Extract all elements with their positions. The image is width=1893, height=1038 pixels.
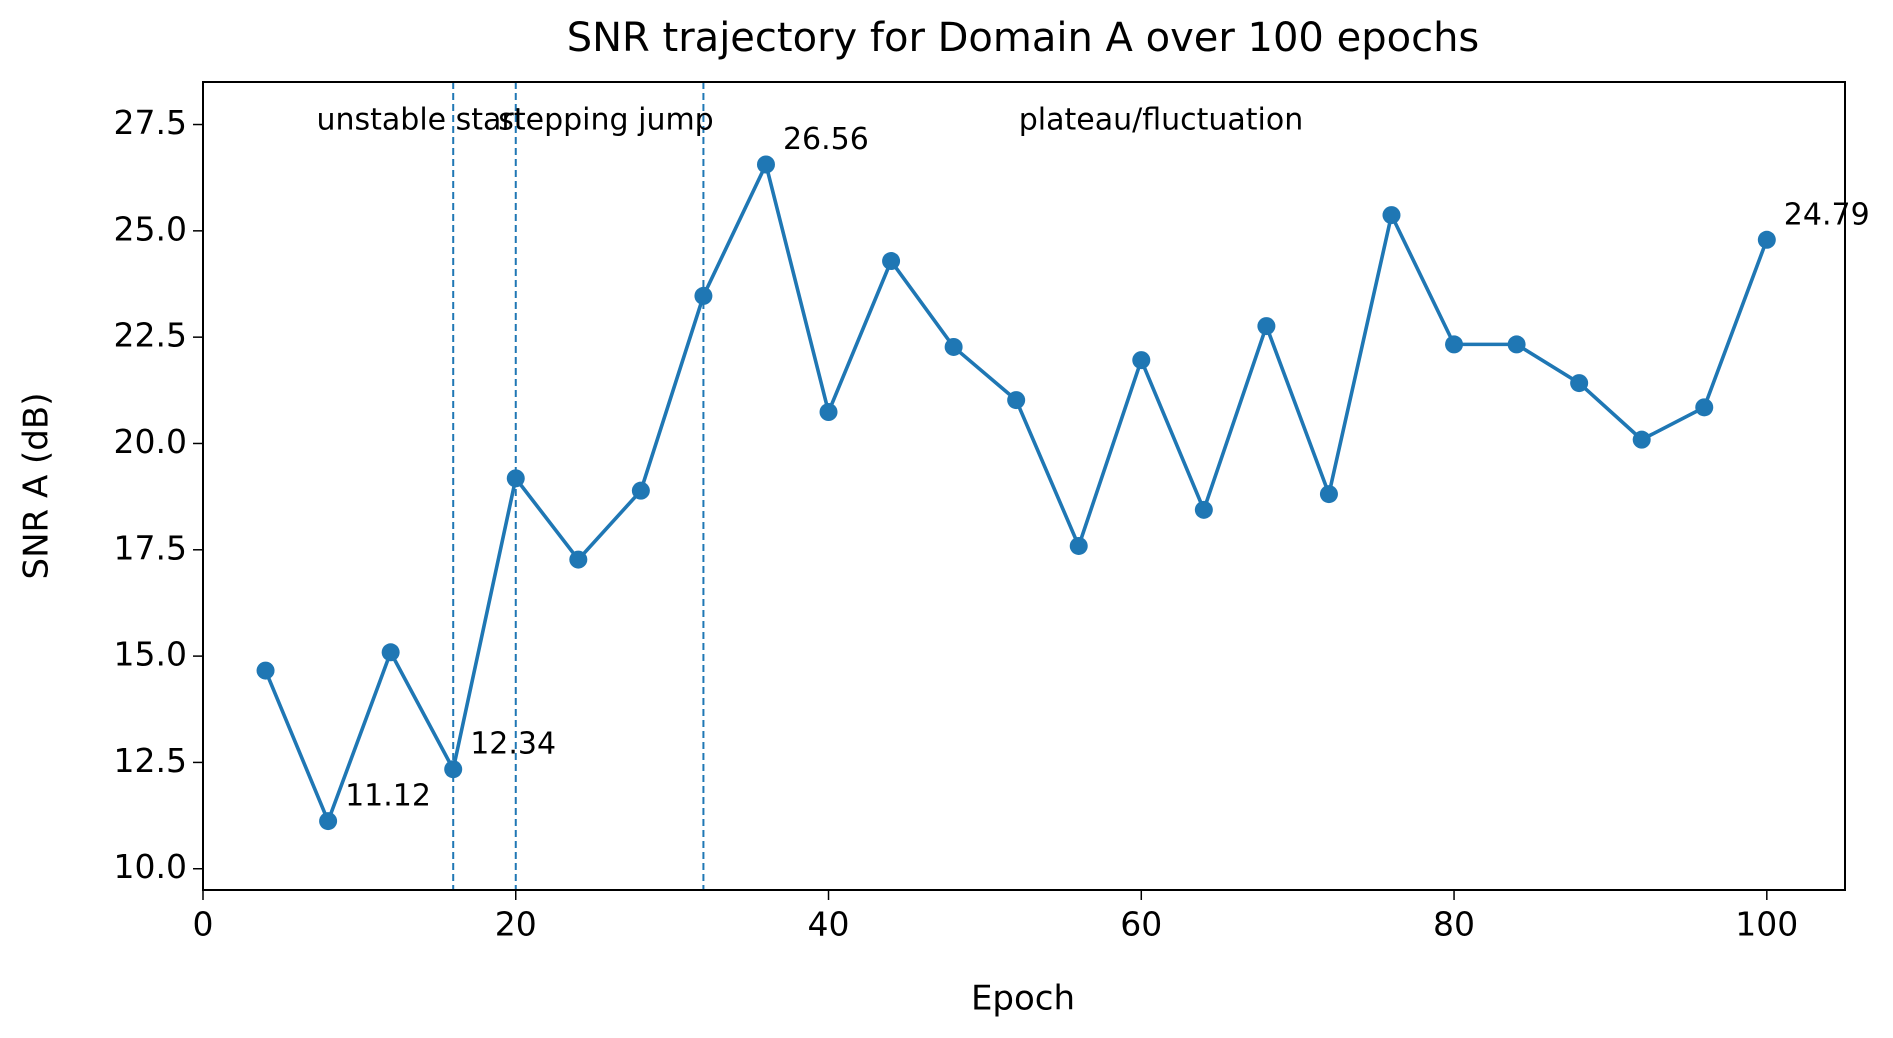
- point: [1007, 391, 1026, 410]
- point: [381, 643, 400, 662]
- point: [631, 481, 650, 500]
- point: [1382, 206, 1401, 225]
- y-tick-label: 12.5: [114, 741, 187, 780]
- y-tick-label: 10.0: [114, 847, 187, 886]
- y-axis-label: SNR A (dB): [17, 393, 57, 580]
- line: [263, 159, 1769, 827]
- y-tick-label: 15.0: [114, 635, 187, 674]
- point: [1570, 374, 1589, 393]
- chart-title: SNR trajectory for Domain A over 100 epo…: [567, 15, 1480, 61]
- phase-label: plateau/fluctuation: [1019, 103, 1304, 138]
- x-tick-label: 60: [1120, 905, 1162, 944]
- point: [319, 812, 338, 831]
- x-tick-label: 0: [193, 905, 214, 944]
- data-label: 12.34: [470, 727, 556, 762]
- x-tick-label: 80: [1433, 905, 1475, 944]
- point: [569, 550, 588, 569]
- data-label: 11.12: [345, 779, 431, 814]
- point: [1445, 335, 1464, 354]
- plot-frame: [202, 81, 1846, 891]
- point: [1069, 536, 1088, 555]
- point: [694, 286, 713, 305]
- point: [1757, 230, 1776, 249]
- y-tick-label: 22.5: [114, 316, 187, 355]
- point: [1319, 485, 1338, 504]
- point: [819, 403, 838, 422]
- point: [1632, 430, 1651, 449]
- point: [256, 661, 275, 680]
- x-tick-label: 40: [808, 905, 850, 944]
- phase-label: stepping jump: [498, 103, 713, 138]
- y-tick-label: 27.5: [114, 103, 187, 142]
- point: [944, 337, 963, 356]
- data-label: 24.79: [1784, 197, 1870, 232]
- point: [1507, 335, 1526, 354]
- point: [1695, 398, 1714, 417]
- x-tick-label: 100: [1735, 905, 1798, 944]
- data-label: 26.56: [783, 122, 869, 157]
- point: [506, 469, 525, 488]
- x-tick-label: 20: [495, 905, 537, 944]
- point: [756, 155, 775, 174]
- point: [1194, 500, 1213, 519]
- point: [444, 760, 463, 779]
- point: [882, 252, 901, 271]
- phase-label: unstable start: [316, 103, 525, 138]
- y-tick-label: 17.5: [114, 528, 187, 567]
- x-axis-label: Epoch: [971, 979, 1075, 1019]
- point: [1257, 317, 1276, 336]
- point: [1132, 351, 1151, 370]
- y-tick-label: 20.0: [114, 422, 187, 461]
- y-tick-label: 25.0: [114, 209, 187, 248]
